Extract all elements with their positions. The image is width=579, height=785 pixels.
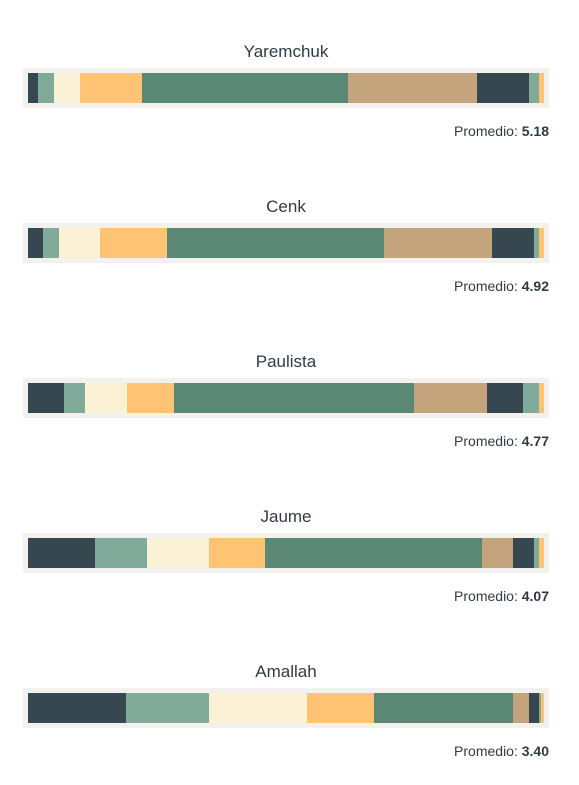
bar-segment-1 bbox=[95, 538, 147, 568]
bar-segment-8 bbox=[539, 538, 544, 568]
bar-track bbox=[23, 688, 549, 728]
player-name: Jaume bbox=[260, 507, 312, 526]
bar-segment-1 bbox=[38, 73, 54, 103]
stacked-bar bbox=[28, 228, 544, 258]
average-text: Promedio: 4.77 bbox=[454, 433, 549, 449]
bar-segment-8 bbox=[541, 693, 544, 723]
average-text: Promedio: 5.18 bbox=[454, 123, 549, 139]
bar-segment-3 bbox=[127, 383, 174, 413]
bar-segment-6 bbox=[492, 228, 534, 258]
bar-segment-8 bbox=[539, 228, 544, 258]
bar-segment-8 bbox=[539, 383, 544, 413]
bar-segment-0 bbox=[28, 693, 126, 723]
average-value: 4.77 bbox=[521, 433, 549, 449]
bar-segment-6 bbox=[513, 538, 534, 568]
bar-segment-4 bbox=[142, 73, 348, 103]
bar-segment-5 bbox=[482, 538, 513, 568]
player-name: Cenk bbox=[266, 197, 306, 216]
bar-segment-1 bbox=[64, 383, 85, 413]
bar-segment-7 bbox=[534, 538, 539, 568]
bar-segment-7 bbox=[523, 383, 539, 413]
average-label: Promedio: bbox=[454, 123, 518, 139]
bar-segment-3 bbox=[307, 693, 374, 723]
bar-segment-0 bbox=[28, 538, 95, 568]
bar-track bbox=[23, 223, 549, 263]
average-text: Promedio: 4.92 bbox=[454, 278, 549, 294]
bar-track bbox=[23, 378, 549, 418]
bar-segment-0 bbox=[28, 228, 43, 258]
bar-segment-7 bbox=[539, 693, 541, 723]
bar-segment-0 bbox=[28, 383, 64, 413]
average-label: Promedio: bbox=[454, 278, 518, 294]
stacked-bar bbox=[28, 538, 544, 568]
bar-segment-6 bbox=[487, 383, 523, 413]
average-value: 4.92 bbox=[521, 278, 549, 294]
player-name: Yaremchuk bbox=[243, 42, 329, 61]
average-value: 5.18 bbox=[521, 123, 549, 139]
bar-segment-2 bbox=[59, 228, 100, 258]
bar-segment-6 bbox=[477, 73, 529, 103]
player-name: Paulista bbox=[255, 352, 317, 371]
bar-track bbox=[23, 68, 549, 108]
bar-segment-0 bbox=[28, 73, 38, 103]
average-text: Promedio: 3.40 bbox=[454, 743, 549, 759]
bar-track bbox=[23, 533, 549, 573]
bar-segment-5 bbox=[513, 693, 529, 723]
average-label: Promedio: bbox=[454, 588, 518, 604]
bar-segment-3 bbox=[100, 228, 167, 258]
average-label: Promedio: bbox=[454, 743, 518, 759]
bar-segment-4 bbox=[174, 383, 414, 413]
stacked-bar bbox=[28, 693, 544, 723]
bar-segment-6 bbox=[529, 693, 539, 723]
bar-segment-2 bbox=[147, 538, 209, 568]
bar-segment-4 bbox=[167, 228, 384, 258]
bar-segment-4 bbox=[374, 693, 513, 723]
bar-segment-7 bbox=[534, 228, 539, 258]
bar-segment-1 bbox=[43, 228, 59, 258]
bar-segment-7 bbox=[529, 73, 539, 103]
bar-segment-8 bbox=[539, 73, 544, 103]
bar-segment-5 bbox=[414, 383, 487, 413]
bar-segment-3 bbox=[209, 538, 265, 568]
stacked-bar bbox=[28, 383, 544, 413]
average-text: Promedio: 4.07 bbox=[454, 588, 549, 604]
bar-segment-5 bbox=[348, 73, 477, 103]
bar-segment-2 bbox=[54, 73, 80, 103]
bar-segment-4 bbox=[265, 538, 482, 568]
average-value: 4.07 bbox=[521, 588, 549, 604]
player-name: Amallah bbox=[255, 662, 317, 681]
average-value: 3.40 bbox=[521, 743, 549, 759]
bar-segment-2 bbox=[209, 693, 307, 723]
average-label: Promedio: bbox=[454, 433, 518, 449]
bar-segment-2 bbox=[85, 383, 127, 413]
bar-segment-5 bbox=[384, 228, 492, 258]
bar-segment-1 bbox=[126, 693, 209, 723]
stacked-bar bbox=[28, 73, 544, 103]
bar-segment-3 bbox=[80, 73, 142, 103]
